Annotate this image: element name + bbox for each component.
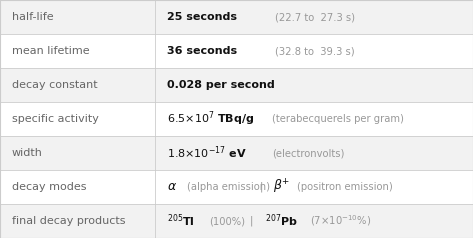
Bar	[0, 34, 473, 68]
Bar	[0, 170, 473, 204]
Text: mean lifetime: mean lifetime	[12, 46, 89, 56]
Text: (positron emission): (positron emission)	[297, 182, 393, 192]
Bar	[0, 136, 473, 170]
Text: width: width	[12, 148, 43, 158]
Text: half-life: half-life	[12, 12, 53, 22]
Text: |: |	[260, 182, 263, 192]
Bar	[0, 68, 473, 102]
Bar	[0, 0, 473, 34]
Text: (100%): (100%)	[209, 216, 245, 226]
Text: (electronvolts): (electronvolts)	[272, 148, 344, 158]
Text: 25 seconds: 25 seconds	[167, 12, 237, 22]
Text: 36 seconds: 36 seconds	[167, 46, 237, 56]
Bar	[0, 102, 473, 136]
Text: (22.7 to  27.3 s): (22.7 to 27.3 s)	[275, 12, 355, 22]
Text: |: |	[250, 216, 254, 226]
Text: $6.5{\times}10^{7}$ TBq/g: $6.5{\times}10^{7}$ TBq/g	[167, 110, 254, 128]
Text: specific activity: specific activity	[12, 114, 99, 124]
Text: $\beta^{+}$: $\beta^{+}$	[273, 178, 290, 196]
Text: decay modes: decay modes	[12, 182, 87, 192]
Text: $^{205}$Tl: $^{205}$Tl	[167, 213, 195, 229]
Text: (32.8 to  39.3 s): (32.8 to 39.3 s)	[275, 46, 355, 56]
Text: 0.028 per second: 0.028 per second	[167, 80, 275, 90]
Text: final decay products: final decay products	[12, 216, 125, 226]
Text: $(7{\times}10^{-10}$%): $(7{\times}10^{-10}$%)	[310, 213, 371, 228]
Text: (alpha emission): (alpha emission)	[187, 182, 270, 192]
Text: $^{207}$Pb: $^{207}$Pb	[265, 213, 298, 229]
Text: (terabecquerels per gram): (terabecquerels per gram)	[272, 114, 404, 124]
Text: $1.8{\times}10^{-17}$ eV: $1.8{\times}10^{-17}$ eV	[167, 145, 247, 161]
Text: decay constant: decay constant	[12, 80, 97, 90]
Text: $\alpha$: $\alpha$	[167, 180, 177, 193]
Bar	[0, 204, 473, 238]
